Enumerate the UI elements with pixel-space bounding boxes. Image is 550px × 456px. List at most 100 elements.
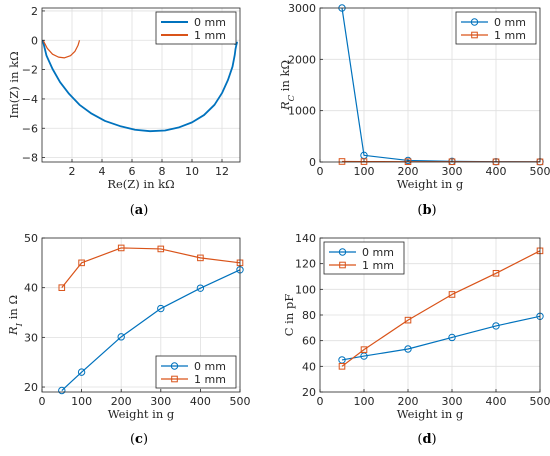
- tick-label-x: 200: [111, 395, 132, 408]
- caption-paren: ): [432, 203, 437, 218]
- y-axis-label: RI in Ω: [6, 295, 25, 336]
- tick-label-x: 6: [129, 165, 136, 178]
- tick-label-y: −2: [22, 64, 38, 77]
- x-axis-label: Weight in g: [397, 177, 464, 191]
- tick-label-x: 2: [69, 165, 76, 178]
- data-point-square: [58, 284, 66, 291]
- tick-label-x: 10: [185, 165, 199, 178]
- legend-entry-label: 1 mm: [362, 259, 394, 272]
- data-point-circle: [448, 333, 456, 342]
- chart-panel-d: 0 100 200 300 400 500 20 40 60 80 100 120 140 Weight …: [282, 232, 550, 447]
- data-point-square: [404, 316, 412, 324]
- tick-label-x: 12: [215, 165, 229, 178]
- tick-label-y: 0: [31, 34, 38, 47]
- legend-marker-square: [471, 31, 478, 39]
- data-point-square: [360, 346, 368, 353]
- series-line-0mm: [61, 269, 240, 391]
- tick-label-x: 8: [159, 165, 166, 178]
- y-axis-label: C in pF: [282, 294, 296, 337]
- data-point-square: [338, 363, 346, 370]
- series-line-1mm: [42, 40, 81, 59]
- tick-label-x: 100: [71, 395, 92, 408]
- caption-letter: b: [422, 203, 431, 218]
- caption-paren: ): [143, 203, 148, 218]
- data-point-square: [78, 259, 85, 267]
- panel-caption: (c): [130, 432, 148, 447]
- panel-caption: (a): [130, 203, 149, 218]
- data-point-circle: [77, 368, 86, 376]
- tick-label-y: 120: [295, 258, 316, 271]
- legend-marker-square: [171, 375, 178, 383]
- label-tail: in Ω: [6, 295, 20, 323]
- label-base: R: [278, 101, 292, 111]
- tick-label-x: 100: [354, 165, 375, 178]
- series-line-1mm: [341, 250, 540, 367]
- y-axis-label: Im(Z) in kΩ: [7, 51, 21, 118]
- tick-label-x: 200: [398, 395, 419, 408]
- legend-entry-label: 0 mm: [494, 16, 526, 29]
- legend-entry-label: 1 mm: [194, 29, 226, 42]
- tick-label-y: 20: [24, 381, 38, 394]
- legend: 0 mm1 mm: [155, 355, 237, 389]
- tick-label-y: 50: [24, 232, 38, 245]
- data-point-circle: [157, 304, 165, 313]
- tick-label-y: 0: [309, 156, 316, 169]
- tick-label-y: 30: [24, 331, 38, 344]
- data-point-circle: [117, 333, 125, 341]
- tick-label-y: −8: [22, 152, 38, 165]
- tick-label-y: −6: [22, 122, 38, 135]
- tick-label-x: 500: [230, 395, 251, 408]
- label-base: R: [6, 326, 20, 336]
- legend: 0 mm1 mm: [323, 241, 405, 275]
- caption-paren: (: [130, 203, 135, 218]
- tick-label-y: 40: [24, 282, 38, 295]
- data-point-square: [492, 269, 500, 277]
- legend-entry-label: 0 mm: [362, 246, 394, 259]
- caption-paren: (: [130, 432, 135, 447]
- data-point-circle: [58, 386, 66, 395]
- data-point-square: [448, 291, 456, 298]
- panel-caption: (d): [417, 432, 436, 447]
- axes-box: [41, 7, 241, 163]
- tick-label-y: 140: [295, 232, 316, 245]
- data-point-square: [360, 158, 368, 165]
- legend-marker-square: [339, 261, 346, 269]
- tick-label-x: 400: [190, 395, 211, 408]
- legend-entry-label: 0 mm: [194, 16, 226, 29]
- label-tail: in kΩ: [278, 60, 292, 95]
- caption-paren: (: [417, 432, 422, 447]
- legend-marker-circle: [170, 362, 179, 370]
- tick-label-y: 80: [302, 309, 316, 322]
- legend: 0 mm1 mm: [455, 11, 537, 45]
- tick-label-x: 300: [150, 395, 171, 408]
- data-point-square: [338, 158, 346, 165]
- x-axis-label: Weight in g: [108, 407, 175, 421]
- legend-box: [155, 11, 237, 45]
- caption-letter: c: [135, 432, 143, 447]
- label-subscript: C: [287, 94, 297, 101]
- tick-label-y: 60: [302, 335, 316, 348]
- data-point-circle: [492, 322, 500, 330]
- axes-box: [41, 237, 241, 393]
- label-subscript: I: [15, 322, 25, 327]
- legend-entry-label: 0 mm: [194, 360, 226, 373]
- tick-label-x: 500: [530, 395, 550, 408]
- x-axis-label: Re(Z) in kΩ: [107, 177, 174, 191]
- legend-marker-circle: [338, 248, 347, 256]
- tick-label-y: 40: [302, 360, 316, 373]
- tick-label-y: −4: [22, 93, 38, 106]
- legend-marker-circle: [470, 18, 479, 26]
- caption-letter: a: [135, 203, 144, 218]
- panel-caption: (b): [417, 203, 436, 218]
- tick-label-x: 0: [317, 395, 324, 408]
- tick-label-x: 4: [99, 165, 106, 178]
- tick-label-y: 3000: [288, 2, 316, 15]
- y-axis-label: RC in kΩ: [278, 60, 297, 111]
- chart-panel-a: 2 4 6 8 10 12 −8 −6 −4 −2 0 2 Re(Z) in kΩ Im(Z) in kΩ…: [7, 5, 241, 218]
- tick-label-x: 400: [486, 395, 507, 408]
- chart-panel-c: 0 100 200 300 400 500 20 30 40 50 Weight in g RI in…: [6, 232, 251, 447]
- caption-letter: d: [422, 432, 431, 447]
- series-line-1mm: [61, 247, 240, 289]
- chart-panel-b: 0 100 200 300 400 500 0 1000 2000 3000 Weight in g…: [278, 2, 550, 218]
